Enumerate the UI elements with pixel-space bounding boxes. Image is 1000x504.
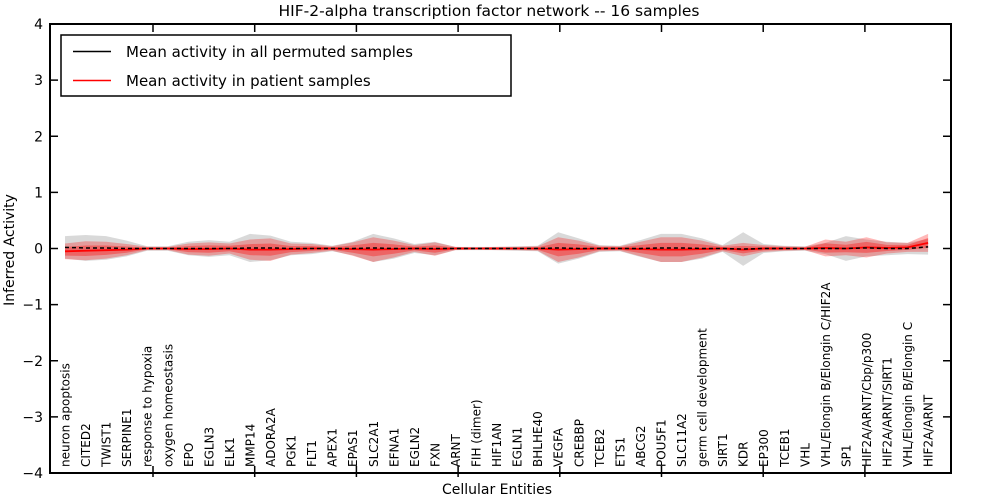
y-tick-label: 3 xyxy=(34,73,43,89)
x-category-label: EP300 xyxy=(757,429,771,467)
legend-permuted-label: Mean activity in all permuted samples xyxy=(126,43,413,61)
x-category-label: FXN xyxy=(428,443,442,467)
x-category-label: EFNA1 xyxy=(387,428,401,467)
x-category-label: ADORA2A xyxy=(264,407,278,467)
y-tick-label: −3 xyxy=(22,410,43,426)
x-category-label: POU5F1 xyxy=(654,419,668,467)
x-category-label: ELK1 xyxy=(223,437,237,467)
x-category-label: neuron apoptosis xyxy=(59,363,73,467)
x-category-label: KDR xyxy=(737,442,751,467)
x-category-label: VHL/Elongin B/Elongin C/HIF2A xyxy=(819,282,833,467)
x-category-label: FIH (dimer) xyxy=(470,399,484,467)
x-category-label: PGK1 xyxy=(285,435,299,467)
x-category-label: EPAS1 xyxy=(346,429,360,467)
x-category-label: TCEB2 xyxy=(593,429,607,468)
legend-box xyxy=(60,34,512,97)
y-axis-label: Inferred Activity xyxy=(2,194,18,306)
permuted-mean-line xyxy=(64,246,929,250)
x-category-label: VHL xyxy=(798,443,812,467)
plot-area: 4 3 2 1 0 −1 −2 −3 −4 neuron apoptosis CITED2 TWIST… xyxy=(22,17,952,482)
x-category-label: TWIST1 xyxy=(100,422,114,468)
legend-patient-label: Mean activity in patient samples xyxy=(126,72,371,90)
chart-title: HIF-2-alpha transcription factor network… xyxy=(279,2,700,20)
x-category-label: ABCG2 xyxy=(634,425,648,467)
x-category-label: EPO xyxy=(182,443,196,467)
x-category-label: BHLHE40 xyxy=(531,411,545,467)
legend: Mean activity in all permuted samples Me… xyxy=(60,34,512,97)
y-tick-label: 0 xyxy=(34,242,43,258)
x-category-label: TCEB1 xyxy=(778,429,792,468)
y-tick-label: 1 xyxy=(34,185,43,201)
x-category-label: SIRT1 xyxy=(716,433,730,467)
x-category-label: HIF1AN xyxy=(490,423,504,467)
x-category-label: VHL/Elongin B/Elongin C xyxy=(901,322,915,467)
x-category-label: HIF2A/ARNT/SIRT1 xyxy=(881,357,895,467)
x-category-label: MMP14 xyxy=(243,424,257,467)
x-category-label: SERPINE1 xyxy=(120,408,134,467)
x-category-label: EGLN2 xyxy=(408,427,422,467)
x-category-label: ETS1 xyxy=(613,437,627,467)
x-category-label: FLT1 xyxy=(305,440,319,467)
x-category-label: EGLN1 xyxy=(511,427,525,467)
x-category-label: CITED2 xyxy=(79,423,93,467)
patient-band-inner xyxy=(65,237,929,257)
x-category-label: CREBBP xyxy=(572,419,586,467)
x-category-label: SLC2A1 xyxy=(367,421,381,467)
x-category-label: ARNT xyxy=(449,433,463,467)
x-category-label: SP1 xyxy=(839,445,853,468)
x-category-label: oxygen homeostasis xyxy=(161,344,175,467)
y-tick-label: 4 xyxy=(34,17,43,33)
x-category-label: response to hypoxia xyxy=(141,346,155,467)
x-category-label: HIF2A/ARNT xyxy=(922,394,936,467)
y-tick-label: −4 xyxy=(22,466,43,482)
y-tick-label: −2 xyxy=(22,354,43,370)
plot-frame xyxy=(49,23,952,474)
x-axis-label: Cellular Entities xyxy=(442,482,552,498)
y-tick-label: 2 xyxy=(34,129,43,145)
x-category-label: HIF2A/ARNT/Cbp/p300 xyxy=(860,333,874,467)
x-category-label: germ cell development xyxy=(696,328,710,467)
x-category-label: APEX1 xyxy=(326,428,340,467)
x-category-label: EGLN3 xyxy=(202,427,216,467)
y-tick-label: −1 xyxy=(22,298,43,314)
x-category-label: SLC11A2 xyxy=(675,413,689,467)
x-category-label: VEGFA xyxy=(552,427,566,467)
